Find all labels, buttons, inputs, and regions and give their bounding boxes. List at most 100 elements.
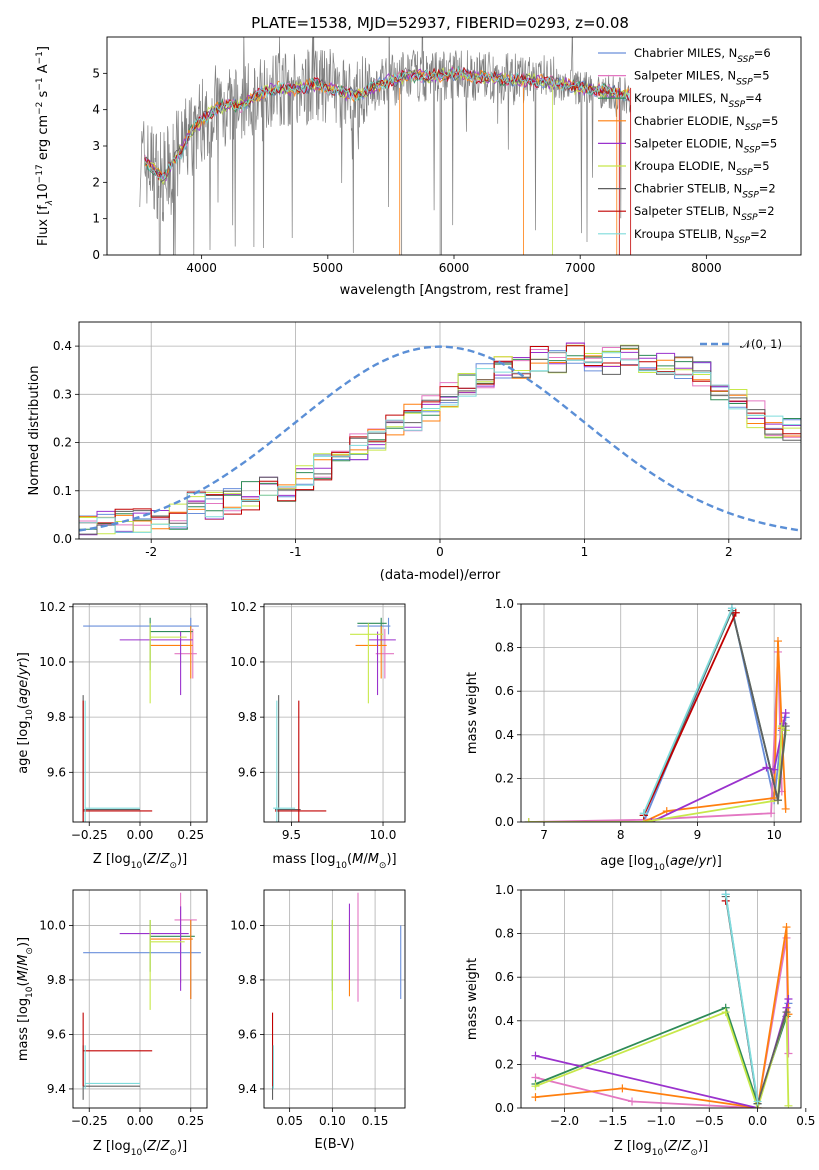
legend-entry: Salpeter MILES, NSSP=5 xyxy=(634,69,770,88)
histogram-step xyxy=(79,347,801,539)
y-tick-label: 10.0 xyxy=(230,918,257,932)
x-tick-label: 0.10 xyxy=(319,1114,346,1128)
figure-title: PLATE=1538, MJD=52937, FIBERID=0293, z=0… xyxy=(251,14,629,32)
label-part: / xyxy=(677,1139,682,1154)
label-part: ⊙ xyxy=(169,1148,177,1158)
x-tick-label: 7000 xyxy=(565,261,596,275)
label-part: ( xyxy=(16,981,31,986)
x-tick-label: −2.0 xyxy=(550,1114,579,1128)
x-tick-label: −0.25 xyxy=(71,1114,108,1128)
label-part: ] xyxy=(36,46,51,51)
y-tick-label: 9.8 xyxy=(47,973,66,987)
weight-marker xyxy=(782,1008,791,1017)
x-tick-label: −0.25 xyxy=(71,828,108,842)
label-part: 10 xyxy=(25,709,35,721)
weight-marker xyxy=(731,608,740,617)
x-tick-label: 6000 xyxy=(439,261,470,275)
y-tick-label: 0 xyxy=(92,248,100,262)
y-tick-label: 0.3 xyxy=(53,387,72,401)
label-part: ( xyxy=(16,704,31,709)
x-tick-label: 1 xyxy=(581,545,589,559)
label-part: Chabrier ELODIE, N xyxy=(634,114,745,128)
label-part: ( xyxy=(142,1139,147,1154)
x-axis-label: Z [log10(Z/Z⊙)] xyxy=(93,852,187,871)
y-tick-label: 0.4 xyxy=(495,728,514,742)
label-part: ( xyxy=(347,852,352,867)
mass-vs-ebv-panel: 0.05 0.10 0.15 9.4 9.6 9.8 10.0 E(B-V) xyxy=(230,889,406,1152)
label-part: ⊙ xyxy=(25,947,35,955)
histogram-step xyxy=(79,351,801,539)
x-axis-label: (data-model)/error xyxy=(380,568,501,583)
axes-frame xyxy=(72,889,208,1109)
plot-area xyxy=(264,890,405,1108)
label-part: Z [log xyxy=(614,1139,652,1154)
y-tick-label: 10.0 xyxy=(39,918,66,932)
x-tick-label: -2 xyxy=(145,545,157,559)
label-part: ⊙ xyxy=(169,861,177,871)
label-part: 10 xyxy=(25,986,35,998)
label-part: / xyxy=(156,1139,161,1154)
label-part: 10 xyxy=(131,861,143,871)
weight-marker xyxy=(773,796,782,805)
x-tick-label: 8000 xyxy=(691,261,722,275)
plot-area xyxy=(139,37,632,255)
label-part: ( xyxy=(142,852,147,867)
label-part: SSP xyxy=(741,213,758,223)
label-part: mass [log xyxy=(272,852,335,867)
weight-marker xyxy=(773,637,782,646)
weight-marker xyxy=(531,1051,540,1060)
y-axis-label: age [log10(age/yr)] xyxy=(16,652,35,774)
weight-series xyxy=(535,1010,790,1108)
x-tick-label: 10 xyxy=(767,828,782,842)
histogram-step xyxy=(79,348,801,539)
y-tick-label: 0.2 xyxy=(53,436,72,450)
label-part: )] xyxy=(177,1139,187,1154)
weight-series xyxy=(642,612,737,816)
x-tick-label: 0.25 xyxy=(177,828,204,842)
x-tick-label: −1.0 xyxy=(646,1114,675,1128)
label-part: )] xyxy=(16,937,31,947)
y-tick-label: 10.0 xyxy=(230,655,257,669)
label-part: Salpeter ELODIE, N xyxy=(634,136,744,150)
weight-marker xyxy=(784,1049,793,1058)
panels: 4000 5000 6000 7000 8000 0 1 2 3 4 5 wavelength [An… xyxy=(16,36,815,1158)
label-part: =5 xyxy=(753,159,770,173)
x-tick-label: 7 xyxy=(540,828,548,842)
weight-marker xyxy=(524,818,533,822)
mass-weight-vs-metallicity-panel: −2.0 −1.5 −1.0 −0.5 0.0 0.5 0.0 0.2 0.4 0.6 0.8 1.0… xyxy=(465,883,815,1158)
histogram-step xyxy=(79,345,801,539)
x-tick-label: 0.00 xyxy=(127,828,154,842)
x-axis-label: Z [log10(Z/Z⊙)] xyxy=(614,1139,708,1158)
label-part: age [log xyxy=(16,721,31,774)
weight-marker xyxy=(721,1008,730,1017)
label-part: 10 xyxy=(336,861,348,871)
x-tick-label: 5000 xyxy=(313,261,344,275)
weight-marker xyxy=(639,809,648,818)
label-part: / xyxy=(16,965,31,970)
y-axis-label: mass [log10(M/M⊙)] xyxy=(16,937,35,1061)
y-tick-label: 9.8 xyxy=(47,710,66,724)
plot-area xyxy=(521,604,801,822)
label-part: M xyxy=(16,970,31,981)
label-part: SSP xyxy=(742,191,759,201)
y-tick-label: 1.0 xyxy=(495,597,514,611)
label-part: SSP xyxy=(737,55,754,65)
y-tick-label: 4 xyxy=(92,103,100,117)
weight-marker xyxy=(628,1097,637,1106)
label-part: Z xyxy=(160,1139,171,1154)
y-tick-label: 0.0 xyxy=(495,1101,514,1115)
weight-marker xyxy=(647,818,656,822)
y-tick-label: 9.4 xyxy=(47,1082,66,1096)
weight-marker xyxy=(753,1097,762,1106)
label-part: SSP xyxy=(734,236,751,246)
label-part: )] xyxy=(386,852,396,867)
label-part: =6 xyxy=(754,46,771,60)
y-axis-label: mass weight xyxy=(465,672,480,754)
x-axis-label: wavelength [Angstrom, rest frame] xyxy=(340,283,569,298)
x-axis-label: Z [log10(Z/Z⊙)] xyxy=(93,1139,187,1158)
weight-series xyxy=(724,894,790,1104)
plot-area xyxy=(521,890,801,1108)
label-part: age [log xyxy=(600,854,653,869)
axes-frame xyxy=(106,36,802,256)
